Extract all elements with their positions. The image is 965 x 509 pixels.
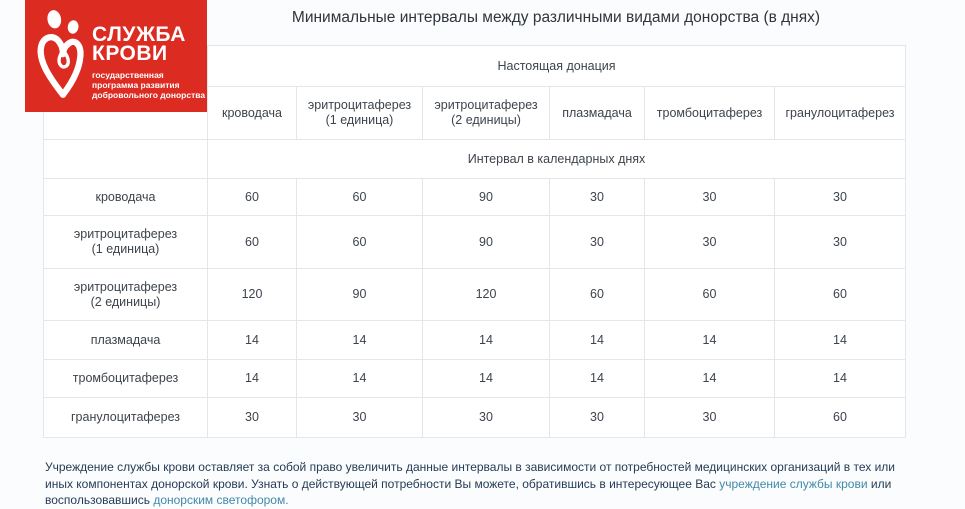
value-cell: 14 (422, 359, 550, 398)
logo-subtitle-line1: государственная (92, 70, 164, 80)
value-cell: 60 (296, 215, 423, 269)
value-cell: 14 (207, 320, 297, 360)
value-cell: 60 (549, 268, 645, 321)
value-cell: 30 (422, 397, 550, 438)
row-label-cell: тромбоцитаферез (43, 359, 208, 398)
value-cell: 30 (644, 397, 775, 438)
col-header-cell: эритроцитаферез (1 единица) (296, 86, 423, 140)
value-cell: 14 (644, 359, 775, 398)
footer-note: Учреждение службы крови оставляет за соб… (45, 459, 923, 509)
value-cell: 14 (549, 320, 645, 360)
page-title: Минимальные интервалы между различными в… (291, 9, 821, 26)
header-row-columns: кроводача эритроцитаферез (1 единица) эр… (44, 86, 906, 140)
value-cell: 14 (644, 320, 775, 360)
value-cell: 30 (774, 178, 906, 216)
interval-header: Интервал в календарных днях (207, 139, 906, 179)
blood-service-logo[interactable]: СЛУЖБА КРОВИ государственная программа р… (25, 0, 207, 112)
value-cell: 14 (296, 359, 423, 398)
row-label-cell: гранулоцитаферез (43, 397, 208, 438)
logo-brand-line2: КРОВИ (92, 42, 168, 65)
value-cell: 60 (207, 215, 297, 269)
value-cell: 30 (549, 215, 645, 269)
donor-traffic-light-link[interactable]: донорским светофором. (153, 493, 289, 507)
col-header-cell: кроводача (207, 86, 297, 140)
value-cell: 30 (644, 178, 775, 216)
value-cell: 60 (207, 178, 297, 216)
row-label-cell: эритроцитаферез (1 единица) (43, 215, 208, 269)
col-header-cell: гранулоцитаферез (774, 86, 906, 140)
table-row: эритроцитаферез (2 единицы) 120 90 120 6… (43, 268, 906, 321)
value-cell: 30 (549, 178, 645, 216)
footer-text-part1: Учреждение службы крови оставляет за соб… (45, 460, 895, 491)
blood-service-institution-link[interactable]: учреждение службы крови (719, 476, 868, 491)
table-row: кроводача 60 60 90 30 30 30 (43, 178, 906, 216)
table-row: гранулоцитаферез 30 30 30 30 30 60 (43, 397, 906, 438)
donation-intervals-table: Предыдущая донация Настоящая донация кро… (43, 45, 906, 438)
value-cell: 120 (207, 268, 297, 321)
value-cell: 14 (296, 320, 423, 360)
value-cell: 14 (774, 359, 906, 398)
value-cell: 120 (422, 268, 550, 321)
logo-text: СЛУЖБА КРОВИ государственная программа р… (92, 23, 205, 100)
logo-brand-line1: СЛУЖБА (92, 23, 186, 46)
row-label-cell: кроводача (43, 178, 208, 216)
value-cell: 14 (207, 359, 297, 398)
value-cell: 30 (774, 215, 906, 269)
value-cell: 60 (774, 268, 906, 321)
table-row: тромбоцитаферез 14 14 14 14 14 14 (43, 359, 906, 398)
row-label-cell: плазмадача (43, 320, 208, 360)
logo-subtitle: государственная программа развития добро… (92, 70, 205, 100)
col-header-cell: плазмадача (549, 86, 645, 140)
current-donation-header: Настоящая донация (207, 45, 906, 87)
empty-cell (43, 139, 208, 179)
value-cell: 90 (422, 215, 550, 269)
value-cell: 60 (644, 268, 775, 321)
table-row: плазмадача 14 14 14 14 14 14 (43, 320, 906, 360)
col-header-cell: тромбоцитаферез (644, 86, 775, 140)
value-cell: 30 (644, 215, 775, 269)
value-cell: 30 (207, 397, 297, 438)
table-row: эритроцитаферез (1 единица) 60 60 90 30 … (43, 215, 906, 269)
value-cell: 30 (549, 397, 645, 438)
value-cell: 30 (296, 397, 423, 438)
col-header-cell: эритроцитаферез (2 единицы) (422, 86, 550, 140)
row-label-cell: эритроцитаферез (2 единицы) (43, 268, 208, 321)
value-cell: 90 (422, 178, 550, 216)
value-cell: 60 (296, 178, 423, 216)
interval-header-row: Интервал в календарных днях (43, 139, 906, 179)
value-cell: 14 (549, 359, 645, 398)
logo-subtitle-line2: программа развития (92, 80, 180, 90)
value-cell: 90 (296, 268, 423, 321)
value-cell: 60 (774, 397, 906, 438)
logo-subtitle-line3: добровольного донорства (92, 90, 206, 100)
heart-people-icon (33, 6, 91, 111)
value-cell: 14 (774, 320, 906, 360)
value-cell: 14 (422, 320, 550, 360)
